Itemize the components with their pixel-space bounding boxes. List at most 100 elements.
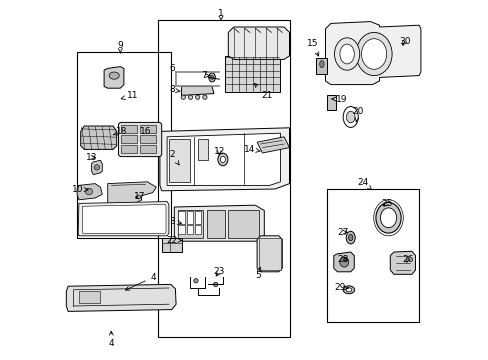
Ellipse shape: [188, 95, 192, 99]
Bar: [121, 125, 137, 133]
Text: 23: 23: [213, 267, 224, 276]
Text: 26: 26: [402, 255, 413, 264]
Text: 11: 11: [121, 91, 139, 100]
Ellipse shape: [339, 257, 348, 267]
Text: 24: 24: [357, 178, 371, 190]
Polygon shape: [81, 126, 117, 149]
Text: 15: 15: [306, 39, 318, 56]
Bar: [79, 291, 101, 303]
Ellipse shape: [343, 286, 354, 294]
Bar: [162, 238, 181, 252]
Text: 12: 12: [213, 147, 224, 156]
Bar: [140, 125, 156, 133]
Text: 22: 22: [166, 236, 181, 245]
Bar: [316, 58, 326, 74]
Polygon shape: [167, 133, 280, 185]
Ellipse shape: [361, 39, 386, 69]
Bar: [178, 225, 184, 234]
Polygon shape: [160, 128, 289, 191]
Text: 21: 21: [254, 84, 272, 100]
Polygon shape: [389, 251, 415, 274]
Polygon shape: [257, 137, 289, 153]
Polygon shape: [91, 160, 102, 175]
Ellipse shape: [193, 279, 198, 283]
Text: 4: 4: [108, 331, 114, 348]
Ellipse shape: [346, 111, 354, 123]
Ellipse shape: [208, 73, 215, 82]
Bar: [121, 145, 137, 153]
Polygon shape: [78, 202, 168, 236]
Ellipse shape: [94, 165, 100, 170]
Polygon shape: [181, 86, 213, 95]
Bar: [168, 139, 190, 182]
Polygon shape: [257, 236, 282, 272]
Bar: [326, 189, 418, 322]
Bar: [178, 210, 203, 238]
Ellipse shape: [85, 188, 92, 195]
Ellipse shape: [346, 288, 351, 292]
Text: 8: 8: [168, 85, 180, 94]
Text: 9: 9: [117, 41, 123, 53]
Text: 16: 16: [140, 127, 151, 136]
Polygon shape: [333, 252, 354, 272]
Text: 7: 7: [201, 71, 209, 80]
Polygon shape: [174, 205, 264, 241]
Ellipse shape: [348, 234, 352, 241]
Text: 29: 29: [333, 284, 348, 292]
Polygon shape: [258, 238, 280, 270]
Ellipse shape: [346, 231, 354, 244]
Bar: [178, 211, 184, 224]
Text: 28: 28: [337, 255, 348, 264]
Text: 14: 14: [243, 145, 260, 154]
Text: 3: 3: [168, 217, 181, 226]
Text: 5: 5: [254, 267, 261, 280]
Polygon shape: [107, 182, 156, 203]
Polygon shape: [325, 22, 420, 85]
Ellipse shape: [210, 76, 213, 79]
Polygon shape: [82, 204, 166, 233]
Bar: [326, 95, 336, 110]
Text: 27: 27: [337, 228, 348, 237]
Bar: [140, 135, 156, 143]
Text: 19: 19: [331, 94, 347, 104]
Bar: [77, 52, 170, 238]
Bar: [194, 225, 201, 234]
Bar: [158, 20, 289, 337]
Text: 17: 17: [134, 192, 145, 202]
Ellipse shape: [181, 95, 185, 99]
Ellipse shape: [195, 95, 200, 99]
Ellipse shape: [109, 72, 119, 79]
Ellipse shape: [218, 153, 227, 166]
Text: 4: 4: [125, 273, 156, 290]
Ellipse shape: [220, 156, 225, 163]
Text: 6: 6: [168, 64, 174, 73]
Polygon shape: [66, 284, 176, 311]
Ellipse shape: [213, 282, 218, 287]
Text: 30: 30: [398, 37, 409, 46]
Text: 1: 1: [218, 9, 224, 21]
Polygon shape: [77, 184, 102, 200]
Bar: [186, 225, 193, 234]
Bar: [186, 211, 193, 224]
Ellipse shape: [203, 95, 206, 99]
Polygon shape: [104, 67, 123, 88]
Text: 25: 25: [380, 199, 391, 208]
Bar: [228, 210, 258, 238]
Polygon shape: [118, 122, 162, 157]
Bar: [197, 139, 208, 160]
Ellipse shape: [339, 44, 354, 64]
Bar: [224, 56, 280, 92]
Ellipse shape: [355, 32, 391, 76]
Ellipse shape: [380, 208, 396, 228]
Text: 18: 18: [113, 127, 127, 136]
Ellipse shape: [343, 107, 358, 127]
Text: 13: 13: [85, 153, 97, 162]
Text: 2: 2: [169, 150, 179, 165]
Bar: [206, 210, 224, 238]
Polygon shape: [228, 27, 289, 59]
Text: 20: 20: [351, 107, 363, 122]
Bar: [140, 145, 156, 153]
Bar: [194, 211, 201, 224]
Ellipse shape: [334, 38, 359, 70]
Text: 10: 10: [72, 185, 88, 194]
